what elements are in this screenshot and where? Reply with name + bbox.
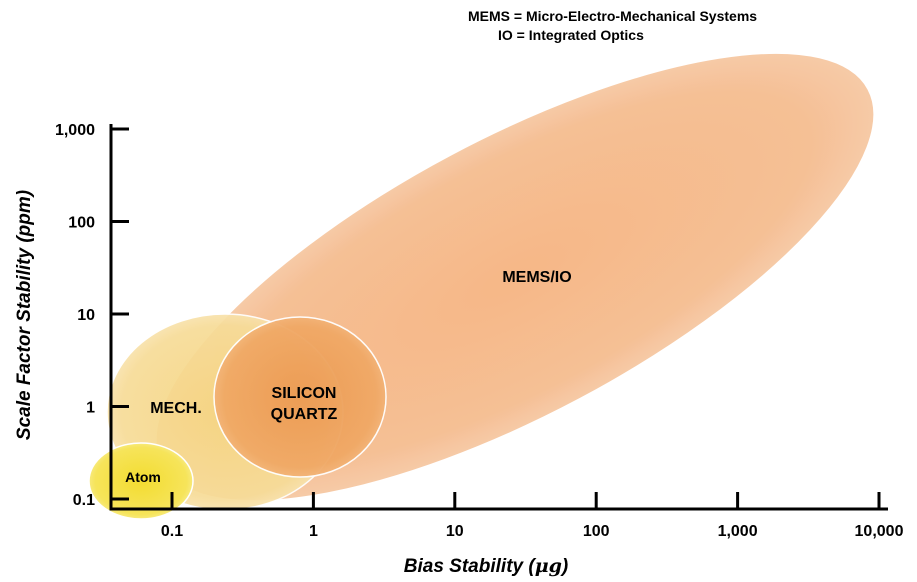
region-label-atom: Atom: [125, 469, 161, 485]
x-tick-label: 0.1: [161, 523, 183, 540]
x-tick-label: 1,000: [718, 523, 758, 540]
region-silicon-quartz: [213, 316, 387, 478]
region-label-mech: MECH.: [150, 400, 202, 417]
regions: [88, 52, 875, 520]
axes: 0.1 1 10 100 1,000 10,000 0.1 1 10 100 1,000: [55, 122, 904, 540]
y-tick-label: 100: [68, 215, 95, 232]
y-tick-label: 1,000: [55, 122, 95, 139]
region-label-silicon: SILICON: [272, 385, 337, 402]
y-axis-title: Scale Factor Stability (ppm): [14, 190, 35, 440]
x-tick-label: 100: [583, 523, 610, 540]
x-axis-title-close: ): [560, 556, 568, 577]
y-tick-label: 1: [86, 400, 95, 417]
legend-line-io: IO = Integrated Optics: [498, 27, 644, 43]
x-axis-title-main: Bias Stability (: [404, 556, 538, 577]
x-tick-label: 10: [446, 523, 464, 540]
x-tick-label: 10,000: [855, 523, 904, 540]
region-label-mems-io: MEMS/IO: [502, 269, 571, 286]
y-tick-label: 0.1: [73, 492, 95, 509]
y-tick-label: 10: [77, 307, 95, 324]
x-tick-label: 1: [309, 523, 318, 540]
x-axis-title: Bias Stability (μg): [404, 555, 568, 577]
legend-line-mems: MEMS = Micro-Electro-Mechanical Systems: [468, 8, 758, 24]
legend-abbr: IO: [498, 27, 513, 43]
legend-definition: Integrated Optics: [528, 27, 644, 43]
legend-abbr: MEMS: [468, 8, 510, 24]
region-labels: MEMS/IO MECH. SILICON QUARTZ Atom: [125, 269, 572, 485]
legend-definition: Micro-Electro-Mechanical Systems: [525, 8, 758, 24]
x-axis-title-unit: μg: [535, 555, 562, 577]
region-label-quartz: QUARTZ: [271, 406, 338, 423]
